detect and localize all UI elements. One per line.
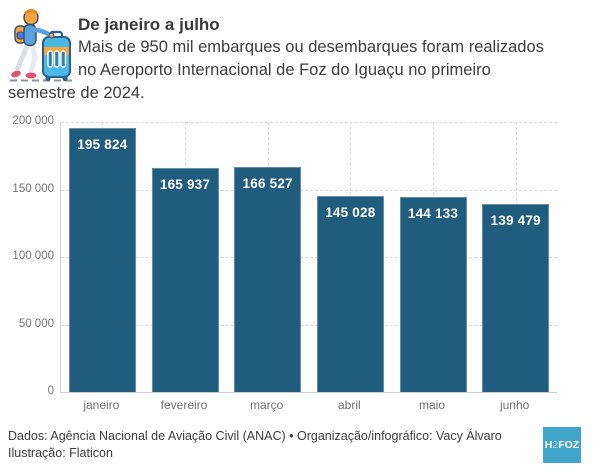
y-tick-label: 50 000 <box>18 317 54 330</box>
x-tick-label-janeiro: janeiro <box>83 398 120 412</box>
chart-subtitle-line-1: Mais de 950 mil embarques ou desembarque… <box>78 38 544 56</box>
x-tick-label-junho: junho <box>499 398 530 412</box>
bar-março: 166 527 <box>234 167 302 392</box>
bar-abril: 145 028 <box>316 196 384 392</box>
y-tick-label: 200 000 <box>12 115 54 127</box>
y-tick-label: 150 000 <box>12 182 54 195</box>
y-tick-label: 100 000 <box>12 250 54 262</box>
horizontal-gridline <box>61 122 557 123</box>
chart-title: De janeiro a julho <box>78 15 220 34</box>
bar-value-label: 145 028 <box>325 205 376 221</box>
bar-value-label: 144 133 <box>407 206 459 222</box>
x-tick-label-fevereiro: fevereiro <box>160 398 208 412</box>
data-credit-line: Dados: Agência Nacional de Aviação Civil… <box>8 429 502 443</box>
bar-value-label: 139 479 <box>490 212 541 228</box>
illustration-credit-line: Ilustração: Flaticon <box>8 446 113 460</box>
chart-subtitle-line-2: no Aeroporto Internacional de Foz do Igu… <box>78 61 491 79</box>
horizontal-gridline <box>61 257 557 258</box>
horizontal-gridline <box>61 189 557 191</box>
bar-value-label: 165 937 <box>159 177 211 192</box>
horizontal-gridline <box>61 324 557 326</box>
h2foz-logo: H 2 FOZ <box>543 427 581 463</box>
x-tick-label-maio: maio <box>418 398 445 412</box>
bar-fevereiro: 165 937 <box>151 168 219 392</box>
bar-value-label: 166 527 <box>242 176 293 192</box>
y-axis-labels: 0 50 000 100 000 150 000 200 000 <box>0 115 54 397</box>
x-axis-labels: janeiro fevereiro março abril maio junho <box>60 398 556 414</box>
logo-part-foz: FOZ <box>558 439 580 451</box>
bar-janeiro: 195 824 <box>68 127 136 392</box>
bar-maio: 144 133 <box>399 197 467 392</box>
traveler-with-suitcase-icon <box>8 8 74 86</box>
y-tick-label: 0 <box>47 385 54 397</box>
chart-subtitle-line-3: semestre de 2024. <box>8 84 145 102</box>
bar-value-label: 195 824 <box>77 136 128 152</box>
logo-part-2: 2 <box>552 439 559 451</box>
logo-part-h: H <box>544 439 553 451</box>
x-tick-label-abril: abril <box>337 398 361 412</box>
bar-chart-plot: 195 824 165 937 166 527 145 028 144 133 139 4… <box>60 122 557 393</box>
bar-junho: 139 479 <box>482 203 550 392</box>
x-tick-label-março: março <box>249 398 284 412</box>
